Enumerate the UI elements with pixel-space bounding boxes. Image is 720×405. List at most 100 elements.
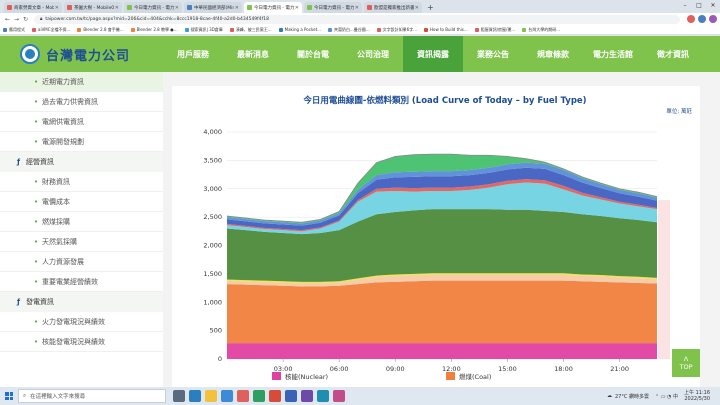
tab-close-icon[interactable]: ✕ (294, 4, 299, 11)
sidebar-item[interactable]: 過去電力供需資訊 (0, 92, 163, 112)
forward-icon[interactable]: → (13, 15, 20, 23)
favicon-icon (247, 5, 252, 10)
bookmark-label: Blender 2.8 教學 ●... (136, 26, 178, 32)
browser-tab[interactable]: 茶園大樹 - Mobile01 ✕ (64, 2, 122, 13)
browser-tab[interactable]: 中華民國經濟部(Ministry of Econ✕ (184, 2, 242, 13)
taskbar-search[interactable]: ⌕ 在這裡輸入文字來搜尋 (18, 389, 166, 403)
bookmark-item[interactable]: 湊峰，被三民黨王... (229, 27, 272, 33)
app-icon[interactable] (269, 390, 281, 402)
reload-icon[interactable]: ↻ (22, 15, 29, 23)
tab-close-icon[interactable]: ✕ (234, 4, 239, 11)
sidebar-item[interactable]: 近期電力資訊 (0, 72, 163, 92)
sidebar-section-heading[interactable]: 發電資訊 (0, 292, 163, 312)
bookmark-item[interactable]: 台灣大學的期研... (522, 27, 560, 33)
nav-item[interactable]: 公司治理 (357, 49, 389, 59)
sidebar-item[interactable]: 電價成本 (0, 192, 163, 212)
tray-icons[interactable]: ⌃ ▭ ◔ 中 (654, 393, 678, 400)
tab-title: 今日電力資訊 - 電力供需資訊 (314, 5, 354, 11)
browser-tab[interactable]: 商家勞資文章 - Mobile01✕ (4, 2, 62, 13)
x-tick-label: 21:00 (610, 365, 629, 373)
nav-item[interactable]: 用戶服務 (177, 49, 209, 59)
start-button[interactable] (0, 387, 18, 405)
tab-close-icon[interactable]: ✕ (414, 4, 419, 11)
bookmark-item[interactable]: aiVMC全檔不保... (32, 27, 70, 33)
lock-icon: 🔒︎ (40, 17, 43, 22)
sidebar-section-heading[interactable]: 經營資訊 (0, 152, 163, 172)
weather-text[interactable]: 27°C 鑽時多雲 (615, 393, 649, 400)
chrome-icon[interactable] (237, 390, 249, 402)
address-bar-row: ← → ↻ 🔒︎ taipower.com.tw/tc/page.aspx?mid… (0, 13, 720, 25)
browser-tab[interactable]: 歐盟是獨家推出新書 蕭景倫導讀✕ (364, 2, 422, 13)
sidebar-item[interactable]: 人力資源發展 (0, 252, 163, 272)
close-icon[interactable]: ✕ (710, 2, 716, 9)
chart-unit: 單位: 萬瓩 (666, 109, 692, 115)
sidebar-item[interactable]: 核能發電現況與績效 (0, 332, 163, 352)
area-series-1 (227, 280, 657, 344)
nav-item[interactable]: 電力生活館 (593, 49, 633, 59)
new-tab-button[interactable]: + (427, 3, 434, 12)
bookmark-icon (327, 27, 332, 32)
browser-tab[interactable]: 今日電力資訊 - 電力供需資訊✕ (244, 2, 302, 13)
sidebar-item[interactable]: 天然氣採購 (0, 232, 163, 252)
app-icon[interactable] (333, 390, 345, 402)
tab-title: 今日電力資訊 - 電力供需資訊 (134, 5, 174, 11)
favicon-icon (7, 5, 12, 10)
bookmark-icon (130, 27, 135, 32)
tab-close-icon[interactable]: ✕ (174, 4, 179, 11)
edge-icon[interactable] (189, 390, 201, 402)
clock[interactable]: 上午 11:16 2022/5/30 (684, 390, 710, 402)
sidebar-item[interactable]: 重要電業經營績效 (0, 272, 163, 292)
task-view-icon[interactable] (173, 390, 185, 402)
tab-close-icon[interactable]: ✕ (114, 4, 119, 11)
bookmark-item[interactable]: 文字設計如果6字... (376, 27, 417, 33)
tab-close-icon[interactable]: ✕ (354, 4, 359, 11)
favicon-icon (127, 5, 132, 10)
tab-title: 茶園大樹 - Mobile01 (74, 5, 114, 11)
nav-item[interactable]: 業務公告 (477, 49, 509, 59)
sidebar-item[interactable]: 燃煤採購 (0, 212, 163, 232)
extension-icon[interactable] (698, 15, 706, 23)
sidebar-item[interactable]: 電源開發規劃 (0, 132, 163, 152)
minimize-icon[interactable]: – (683, 2, 687, 9)
area-series-2 (227, 274, 657, 287)
bookmark-item[interactable]: 夾窩奶白...曼谷國... (327, 27, 370, 33)
bookmark-item[interactable]: Making a Pocket... (278, 27, 321, 32)
area-series-8 (227, 162, 657, 226)
profile-avatar[interactable] (709, 15, 717, 23)
tab-title: 歐盟是獨家推出新書 蕭景倫導讀 (374, 5, 414, 11)
bookmark-item[interactable]: 搜索資訊| 3D倉庫 (184, 27, 223, 33)
maximize-icon[interactable]: □ (696, 2, 702, 9)
store-icon[interactable] (221, 390, 233, 402)
bookmark-item[interactable]: Blender 2.8 教學 ●... (130, 26, 178, 33)
bookmark-item[interactable]: How to Build this... (423, 27, 468, 32)
back-to-top-button[interactable]: Λ TOP (672, 349, 700, 377)
app-icon[interactable] (301, 390, 313, 402)
nav-item[interactable]: 規章條款 (537, 49, 569, 59)
nav-item[interactable]: 最新消息 (237, 49, 269, 59)
site-logo[interactable]: 台灣電力公司 (0, 36, 163, 72)
app-icon[interactable] (285, 390, 297, 402)
nav-item[interactable]: 關於台電 (297, 49, 329, 59)
sidebar-item[interactable]: 電網供電資訊 (0, 112, 163, 132)
area-series-9 (227, 154, 657, 224)
app-icon[interactable] (253, 390, 265, 402)
bookmark-label: Making a Pocket... (284, 27, 321, 32)
browser-tab[interactable]: 今日電力資訊 - 電力供需資訊✕ (124, 2, 182, 13)
back-icon[interactable]: ← (4, 15, 11, 23)
browser-tab[interactable]: 今日電力資訊 - 電力供需資訊✕ (304, 2, 362, 13)
url-field[interactable]: 🔒︎ taipower.com.tw/tc/page.aspx?mid=206&c… (34, 14, 680, 24)
sidebar-item[interactable]: 火力發電現況與績效 (0, 312, 163, 332)
bookmark-icon (423, 27, 428, 32)
file-explorer-icon[interactable] (205, 390, 217, 402)
tab-close-icon[interactable]: ✕ (54, 4, 59, 11)
app-icon[interactable] (317, 390, 329, 402)
y-tick-label: 3,500 (203, 156, 222, 164)
extension-icon[interactable] (687, 15, 695, 23)
bookmark-item[interactable]: 租屋資訊/房屋/運... (474, 27, 515, 33)
sidebar-item[interactable]: 財務資訊 (0, 172, 163, 192)
nav-item[interactable]: 徵才資訊 (657, 49, 689, 59)
bookmark-item[interactable]: Blender 2.8 會手機... (77, 27, 124, 33)
nav-item[interactable]: 資訊揭露 (403, 36, 463, 72)
bookmark-item[interactable]: 應用程式 (3, 27, 25, 33)
x-tick-label: 06:00 (330, 365, 349, 373)
